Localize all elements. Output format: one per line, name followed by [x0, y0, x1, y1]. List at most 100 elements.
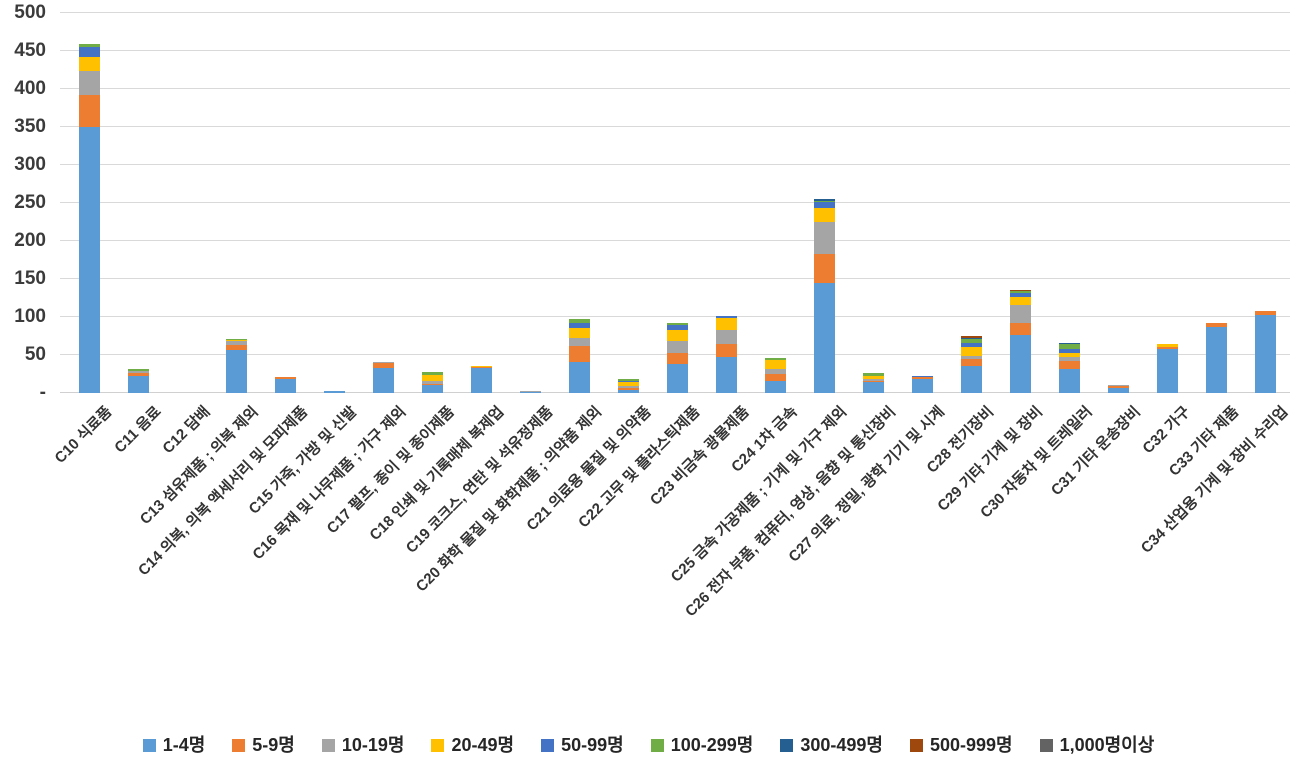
segment-10-19명	[862, 378, 884, 381]
segment-1-4명	[274, 378, 296, 393]
segment-500-999명	[1009, 289, 1031, 292]
segment-10-19명	[1107, 385, 1129, 387]
bar-c22	[666, 323, 688, 393]
segment-50-99명	[1058, 348, 1080, 353]
segment-5-9명	[127, 373, 149, 376]
bar-c18	[470, 365, 492, 393]
segment-1-4명	[960, 366, 982, 393]
legend-item-100-299명: 100-299명	[650, 735, 753, 755]
legend-item-1-4명: 1-4명	[142, 735, 206, 755]
legend-swatch	[541, 738, 555, 752]
segment-100-299명	[862, 372, 884, 376]
segment-1-4명	[1009, 335, 1031, 393]
legend-label: 1-4명	[162, 735, 206, 755]
legend-label: 20-49명	[451, 735, 515, 755]
segment-1-4명	[225, 349, 247, 393]
bar-c15	[323, 391, 345, 393]
x-axis-category-label: C11 음료	[110, 403, 165, 457]
segment-10-19명	[225, 341, 247, 346]
y-axis-tick-label: 250	[14, 192, 46, 213]
bar-c26	[862, 372, 884, 393]
segment-5-9명	[764, 374, 786, 381]
segment-100-299명	[813, 200, 835, 202]
segment-10-19명	[960, 355, 982, 359]
segment-100-299명	[1058, 344, 1080, 349]
bar-c13	[225, 339, 247, 393]
bar-c23	[715, 315, 737, 393]
segment-5-9명	[617, 388, 639, 390]
gridline-500	[60, 12, 1290, 13]
legend-label: 1,000명이상	[1059, 735, 1155, 755]
segment-500-999명	[960, 336, 982, 338]
segment-5-9명	[1009, 323, 1031, 336]
segment-5-9명	[421, 383, 443, 386]
segment-1-4명	[862, 382, 884, 393]
legend-swatch	[780, 738, 794, 752]
segment-5-9명	[666, 352, 688, 365]
legend-label: 10-19명	[341, 735, 405, 755]
segment-20-49명	[1156, 344, 1178, 347]
segment-5-9명	[78, 95, 100, 127]
gridline-300	[60, 164, 1290, 165]
y-axis-tick-label: 450	[14, 40, 46, 61]
segment-100-299명	[764, 358, 786, 360]
segment-5-9명	[960, 358, 982, 367]
segment-1-4명	[911, 379, 933, 393]
legend-swatch	[232, 738, 246, 752]
segment-5-9명	[225, 345, 247, 350]
segment-50-99명	[617, 380, 639, 383]
bar-c29	[1009, 289, 1031, 393]
bar-c19	[519, 390, 541, 393]
gridline-200	[60, 240, 1290, 241]
legend-swatch	[431, 738, 445, 752]
segment-20-49명	[862, 375, 884, 379]
segment-10-19명	[127, 371, 149, 374]
segment-1-4명	[666, 364, 688, 393]
bar-c25	[813, 199, 835, 393]
y-axis-tick-label: 400	[14, 78, 46, 99]
segment-50-99명	[715, 315, 737, 318]
segment-100-299명	[1156, 343, 1178, 345]
bar-c16	[372, 361, 394, 393]
bar-c17	[421, 371, 443, 393]
segment-1-4명	[78, 127, 100, 393]
segment-5-9명	[1058, 361, 1080, 369]
segment-50-99명	[960, 342, 982, 348]
segment-1-4명	[1205, 326, 1227, 393]
segment-10-19명	[372, 361, 394, 363]
segment-10-19명	[715, 329, 737, 345]
legend-item-500-999명: 500-999명	[909, 735, 1013, 755]
segment-5-9명	[470, 367, 492, 368]
segment-1-4명	[1107, 387, 1129, 393]
segment-20-49명	[78, 57, 100, 71]
bar-c11	[127, 369, 149, 393]
legend-item-1,000명이상: 1,000명이상	[1039, 735, 1155, 755]
bar-c21	[617, 378, 639, 393]
y-axis-tick-label: -	[39, 382, 46, 403]
legend-item-5-9명: 5-9명	[232, 735, 295, 755]
segment-10-19명	[519, 390, 541, 393]
segment-10-19명	[78, 70, 100, 96]
gridline-100	[60, 316, 1290, 317]
legend-item-10-19명: 10-19명	[321, 735, 405, 755]
segment-100-299명	[78, 44, 100, 48]
gridline-450	[60, 50, 1290, 51]
segment-5-9명	[372, 362, 394, 368]
segment-100-299명	[960, 339, 982, 343]
segment-20-49명	[470, 365, 492, 368]
segment-1-4명	[568, 361, 590, 393]
bar-c32	[1156, 343, 1178, 393]
segment-20-49명	[1058, 352, 1080, 358]
segment-1-4명	[372, 367, 394, 393]
segment-1-4명	[1156, 348, 1178, 393]
legend-label: 5-9명	[252, 735, 295, 755]
segment-5-9명	[1156, 347, 1178, 349]
segment-10-19명	[764, 369, 786, 375]
bar-c24	[764, 358, 786, 393]
segment-5-9명	[1107, 386, 1129, 388]
segment-50-99명	[1009, 293, 1031, 298]
y-axis-tick-label: 200	[14, 230, 46, 251]
bar-c14	[274, 377, 296, 393]
segment-50-99명	[568, 323, 590, 328]
